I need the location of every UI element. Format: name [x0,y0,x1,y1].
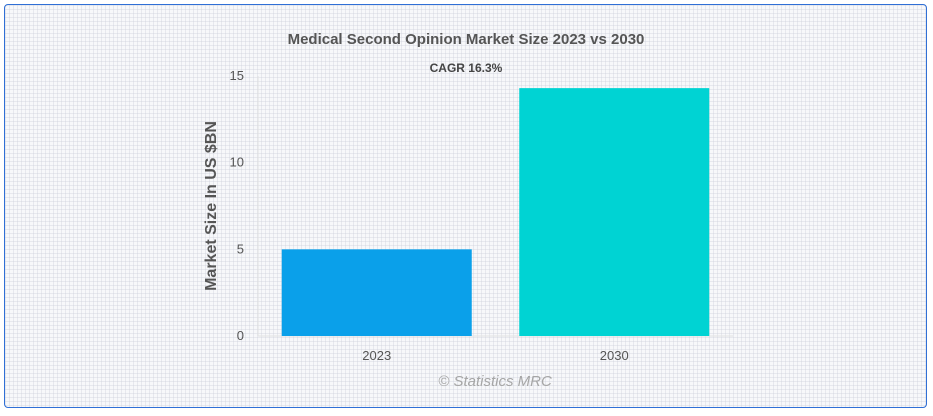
bars [281,88,710,336]
bar-2023 [281,249,472,336]
bar-2030 [519,88,710,336]
chart-subtitle: CAGR 16.3% [430,61,503,75]
y-tick-label: 0 [237,328,244,343]
x-tick-label: 2030 [600,348,629,363]
credit-text: © Statistics MRC [438,373,552,390]
y-ticks: 0 5 10 15 [230,68,244,343]
y-tick-label: 15 [230,68,244,83]
y-tick-label: 10 [230,155,244,170]
x-tick-label: 2023 [362,348,391,363]
chart-frame [4,4,927,408]
y-tick-label: 5 [237,241,244,256]
x-ticks: 2023 2030 [362,348,628,363]
chart-title: Medical Second Opinion Market Size 2023 … [288,31,645,48]
y-axis-label: Market Size In US $BN [203,121,220,291]
